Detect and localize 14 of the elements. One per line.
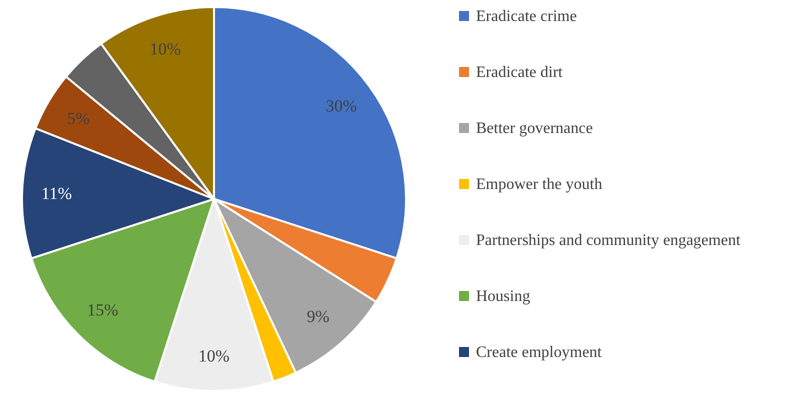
legend-label: Empower the youth [476,176,602,193]
data-label: 9% [306,307,330,326]
legend-label: Partnerships and community engagement [476,232,741,249]
data-label: 10% [150,39,181,58]
data-label: 5% [67,108,90,128]
data-label: 30% [326,96,357,116]
legend-label: Create employment [476,344,602,361]
data-label: 10% [198,346,230,366]
legend-label: Eradicate crime [476,8,577,25]
data-label: 11% [41,184,72,204]
legend-label: Better governance [476,120,593,137]
legend-label: Housing [476,288,530,305]
legend-label: Eradicate dirt [476,64,564,81]
data-label: 15% [87,300,118,320]
